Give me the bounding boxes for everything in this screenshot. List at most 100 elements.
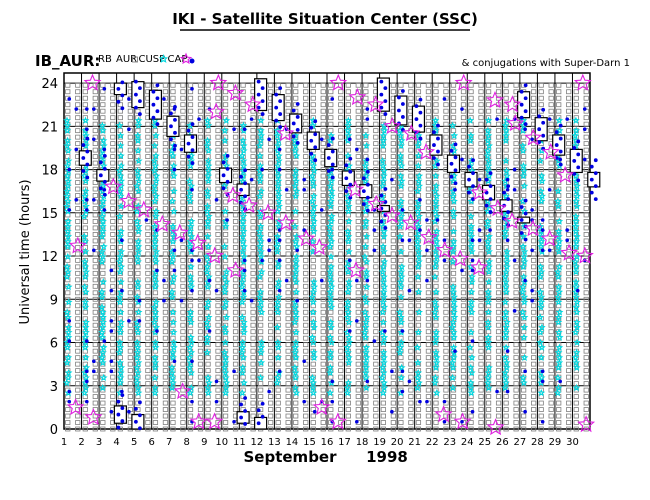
aur-marker: [197, 348, 204, 354]
x-tick-label: 14: [286, 437, 299, 448]
cusp-marker: [432, 288, 440, 296]
cusp-marker: [292, 313, 300, 321]
aur-marker: [408, 251, 414, 257]
aur-marker: [338, 128, 344, 134]
cusp-marker: [326, 333, 335, 341]
legend-label: RB: [98, 54, 112, 65]
aur-marker: [556, 257, 562, 263]
aur-marker: [127, 212, 133, 218]
cusp-marker: [537, 237, 546, 245]
aur-marker: [320, 141, 326, 147]
aur-marker: [197, 193, 204, 198]
dot-marker: [138, 99, 142, 104]
dot-marker: [432, 143, 436, 147]
cusp-marker: [99, 343, 108, 351]
aur-marker: [215, 121, 221, 127]
aur-marker: [197, 335, 204, 341]
aur-marker: [92, 147, 98, 153]
cusp-marker: [98, 126, 107, 135]
aur-marker: [268, 257, 274, 263]
aur-marker: [503, 167, 509, 172]
dot-marker: [102, 166, 107, 171]
cusp-marker: [221, 207, 230, 215]
aur-marker: [75, 394, 81, 399]
cusp-marker: [116, 192, 125, 200]
aur-marker: [433, 322, 439, 328]
aur-marker: [197, 95, 204, 101]
aur-marker: [460, 115, 467, 121]
cusp-marker: [449, 353, 458, 362]
rb-box: [517, 216, 531, 224]
dot-marker: [67, 399, 72, 404]
aur-marker: [548, 303, 554, 309]
aur-marker: [75, 277, 81, 283]
aur-marker: [495, 147, 502, 153]
aur-marker: [215, 335, 221, 341]
aur-marker: [82, 407, 88, 412]
aur-marker: [556, 193, 562, 198]
aur-marker: [513, 154, 519, 159]
cusp-marker: [379, 278, 388, 286]
aur-marker: [92, 290, 98, 296]
aur-marker: [443, 335, 449, 341]
aur-marker: [495, 173, 502, 179]
aur-marker: [390, 225, 396, 231]
cusp-marker: [168, 373, 177, 382]
dot-marker: [232, 419, 236, 424]
cusp-marker: [344, 151, 352, 160]
aur-marker: [485, 115, 492, 121]
aur-marker: [285, 108, 291, 114]
aur-marker: [460, 206, 467, 211]
cusp-marker: [326, 172, 335, 180]
aur-marker: [450, 108, 457, 114]
aur-marker: [75, 89, 81, 95]
aur-marker: [460, 232, 467, 237]
dot-marker: [519, 115, 524, 120]
cusp-marker: [292, 338, 300, 346]
dot-marker: [575, 288, 580, 293]
dot-marker: [554, 143, 559, 147]
aur-marker: [162, 102, 169, 108]
cusp-marker: [414, 162, 423, 170]
cusp-marker: [64, 156, 73, 165]
aur-marker: [232, 348, 239, 354]
aur-marker: [92, 283, 98, 289]
cusp-marker: [134, 187, 143, 195]
aur-marker: [485, 413, 492, 419]
dot-marker: [355, 278, 359, 283]
aur-marker: [583, 264, 589, 270]
cusp-marker: [467, 378, 475, 387]
cusp-marker: [116, 298, 124, 306]
aur-marker: [531, 420, 537, 425]
dot-marker: [256, 79, 261, 84]
cusp-marker: [205, 272, 213, 281]
x-tick-label: 8: [184, 437, 190, 448]
aur-marker: [443, 225, 449, 231]
aur-marker: [478, 413, 484, 419]
aur-marker: [205, 89, 211, 95]
cusp-marker: [256, 288, 265, 296]
aur-marker: [408, 102, 414, 108]
aur-marker: [75, 244, 81, 250]
y-tick-label: 12: [41, 250, 58, 265]
cusp-marker: [239, 232, 247, 240]
cusp-marker: [432, 232, 440, 240]
aur-marker: [328, 329, 334, 335]
aur-marker: [232, 108, 239, 114]
cusp-marker: [239, 141, 248, 150]
aur-marker: [548, 219, 554, 224]
dot-marker: [558, 136, 563, 141]
cusp-marker: [344, 378, 353, 387]
aur-marker: [162, 193, 169, 198]
aur-marker: [521, 342, 527, 348]
cusp-marker: [361, 333, 370, 341]
aur-marker: [65, 290, 71, 296]
dot-marker: [138, 426, 142, 431]
aur-marker: [573, 108, 579, 114]
cusp-marker: [257, 358, 266, 366]
dot-marker: [558, 162, 563, 167]
cusp-marker: [273, 232, 282, 240]
aur-marker: [425, 368, 432, 374]
dot-marker: [267, 248, 271, 253]
cusp-marker: [449, 282, 457, 291]
